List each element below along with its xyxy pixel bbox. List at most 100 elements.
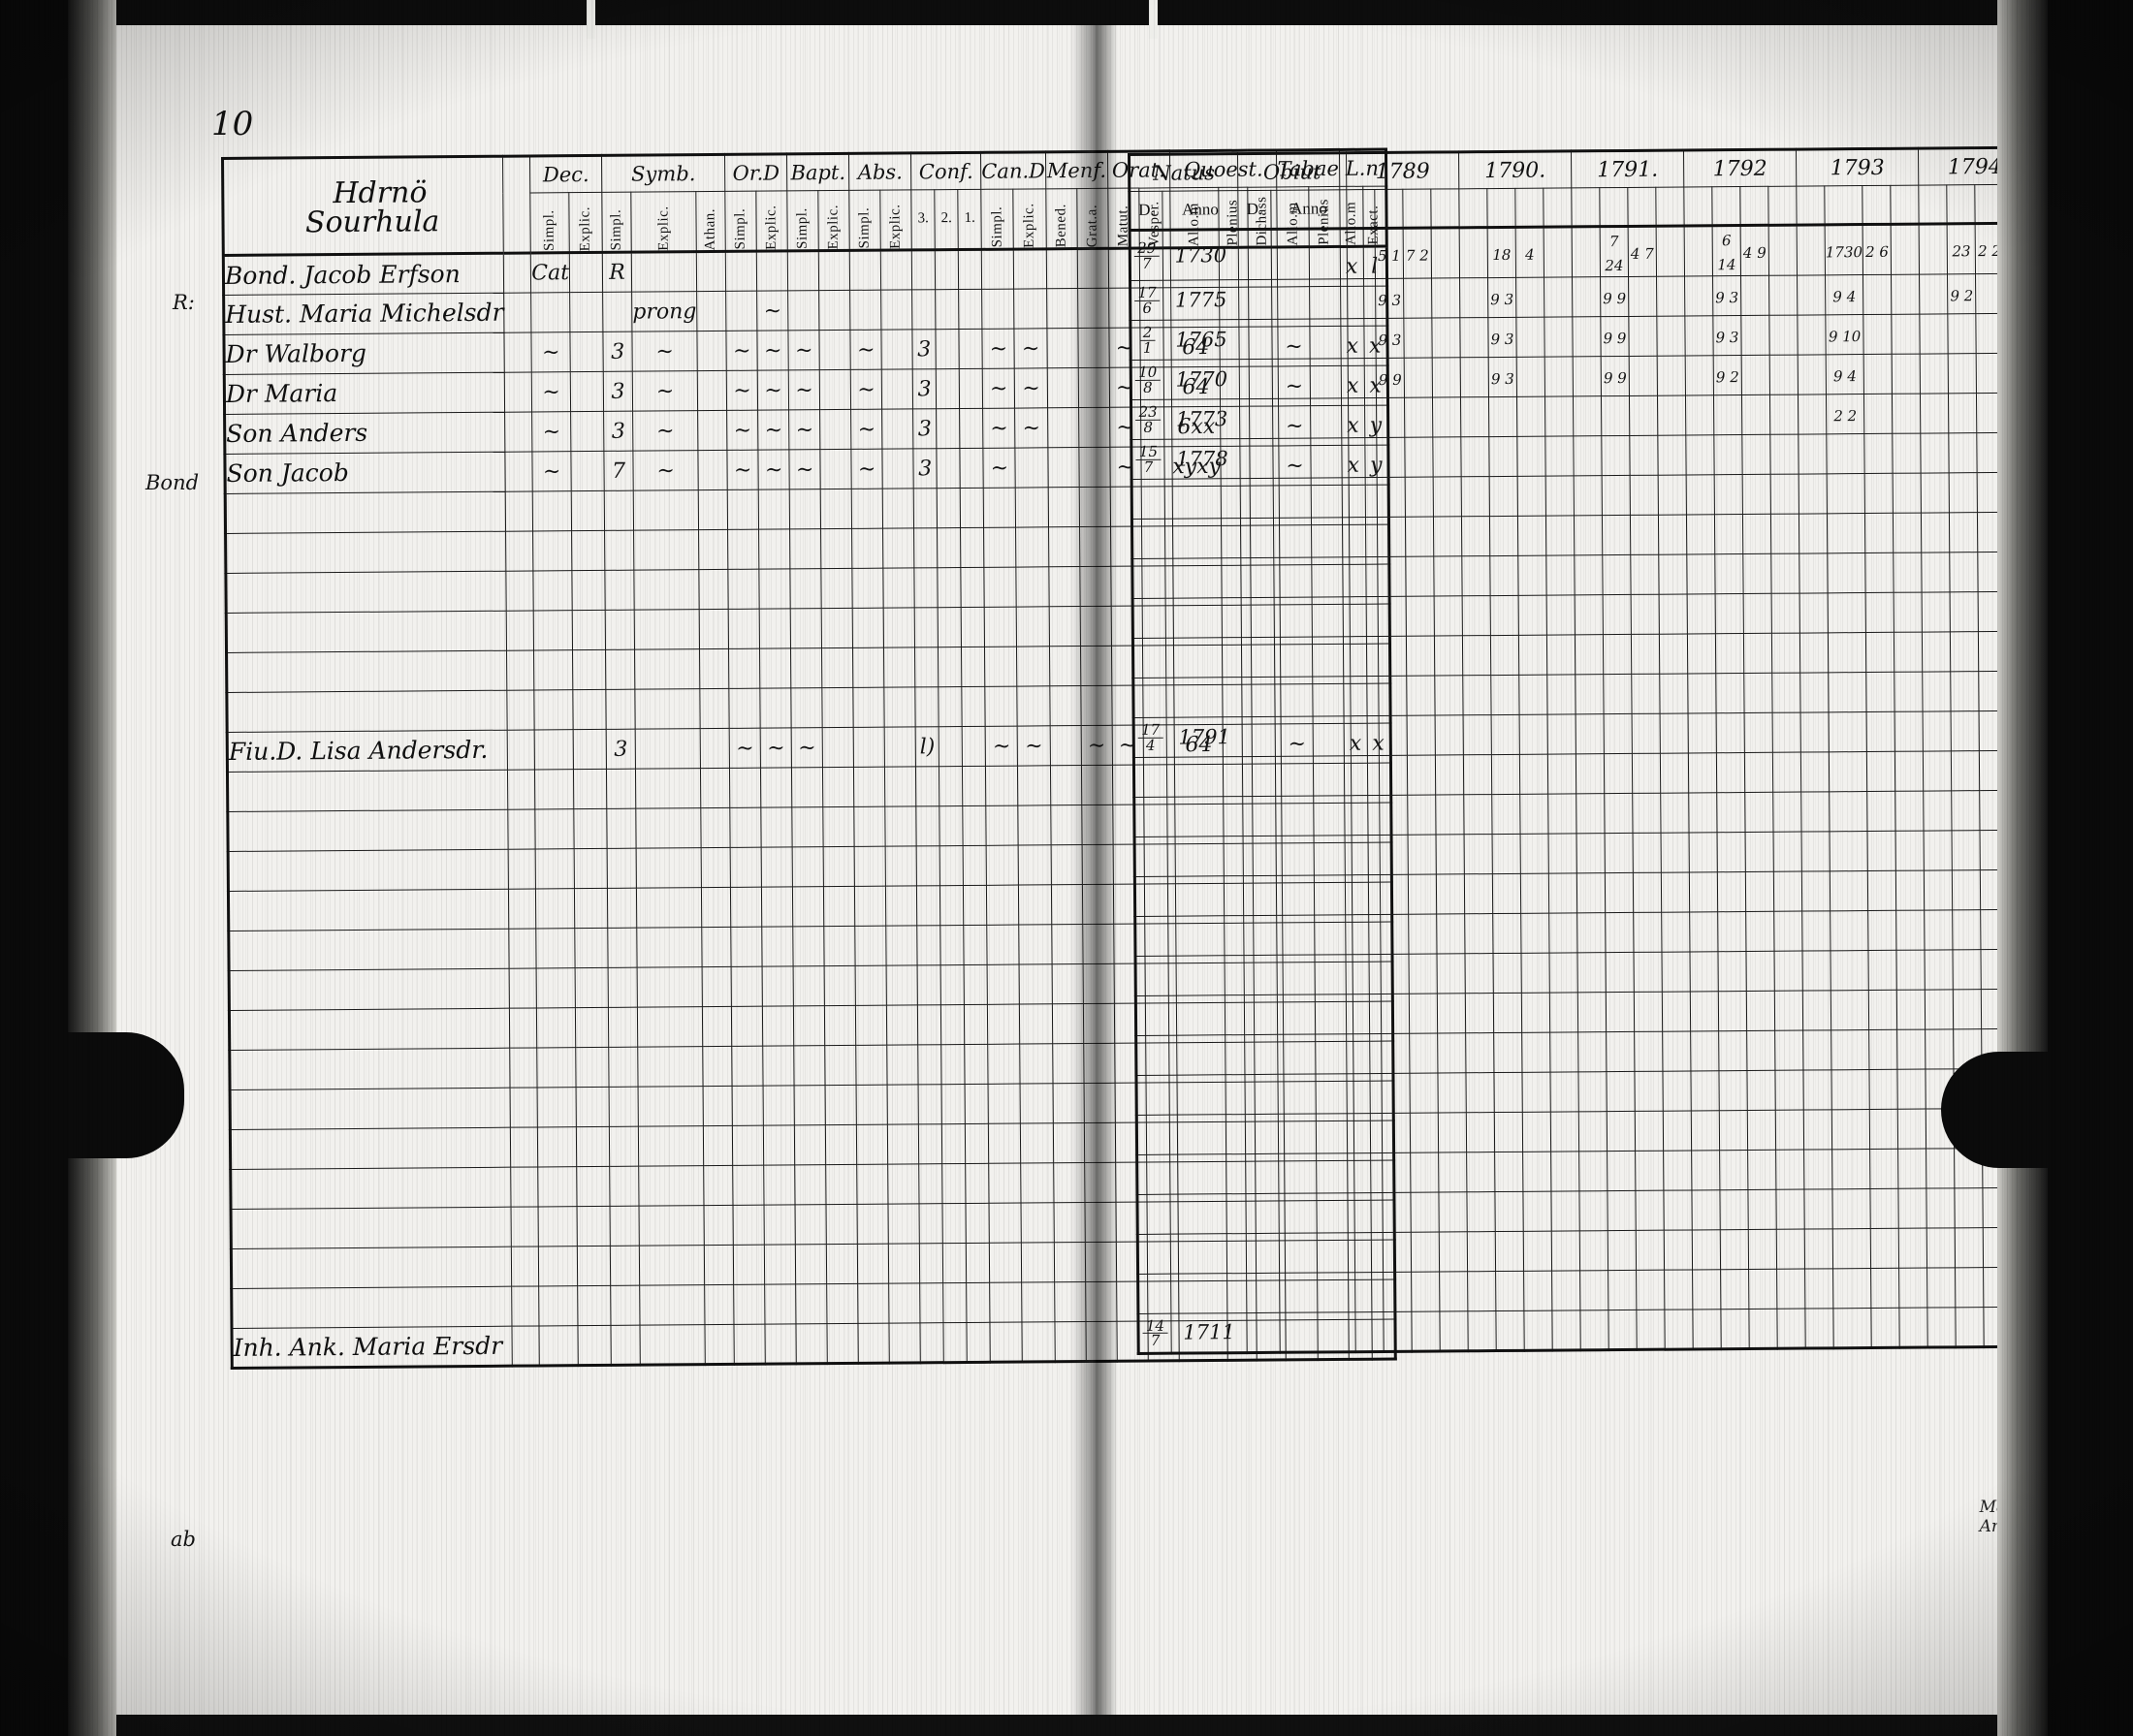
person-name-cell[interactable]: Hust. Maria Michelsdr: [223, 293, 505, 335]
cell-conf1: [964, 1004, 988, 1045]
cell-abs-explic: [887, 1163, 920, 1205]
cell-natus-day: [1135, 995, 1169, 1036]
person-name-cell[interactable]: [226, 611, 507, 653]
person-name-cell[interactable]: Dr Maria: [224, 372, 505, 415]
cell-dec-explic: [577, 1206, 611, 1247]
cell-natus-anno: 1711: [1170, 1312, 1248, 1354]
cell-y1792: [1746, 1070, 1776, 1111]
cell-y1790: [1549, 1031, 1578, 1073]
cell-y1792: [1743, 633, 1772, 674]
cell-y1792: [1690, 1070, 1720, 1111]
cell-dec-simpl: [532, 490, 572, 531]
person-name-cell[interactable]: [227, 809, 509, 852]
person-name-cell[interactable]: Inh. Ank. Maria Ersdr: [231, 1326, 513, 1369]
table-row[interactable]: 14 7 1711: [1137, 1306, 2133, 1354]
cell-y1789: [1431, 227, 1460, 279]
cell-abs-simpl: [856, 1085, 888, 1125]
person-name-cell[interactable]: [226, 690, 508, 733]
cell-y1789: [1351, 755, 1380, 796]
cell-y1794: [1949, 472, 1978, 513]
cell-dec-explic: [576, 1166, 611, 1207]
person-name-cell[interactable]: [231, 1247, 512, 1289]
film-notch-left: [68, 1032, 184, 1158]
person-name-cell[interactable]: [228, 889, 510, 931]
cell-y1791: [1630, 515, 1659, 555]
person-name-cell[interactable]: [227, 770, 509, 812]
person-name-cell[interactable]: Dr Walborg: [223, 332, 505, 375]
cell-y1791: [1605, 952, 1635, 993]
cell-y1791: [1578, 1151, 1608, 1191]
cell-cand-explic: [1018, 844, 1052, 886]
person-name-cell[interactable]: [228, 849, 509, 892]
cell-natus-day: [1134, 836, 1168, 877]
person-name-cell[interactable]: [230, 1127, 511, 1170]
cell-conf2: [943, 1322, 968, 1363]
cell-symb-athan: [697, 370, 727, 411]
person-name-cell[interactable]: Son Anders: [224, 412, 506, 455]
cell-y1789: [1411, 1272, 1440, 1312]
cell-symb-simpl: 3: [603, 371, 633, 412]
cell-y1794: [1919, 273, 1949, 315]
cell-natus-anno: [1165, 597, 1242, 639]
cell-y1789: [1405, 477, 1434, 518]
person-name-cell[interactable]: [225, 491, 506, 534]
cell-y1791: [1663, 1150, 1692, 1191]
person-name-cell[interactable]: Son Jacob: [224, 452, 506, 494]
person-name-cell[interactable]: [231, 1207, 512, 1249]
cell-y1790: [1551, 1310, 1581, 1351]
cell-y1790: [1547, 793, 1577, 835]
cell-ord-explic: [759, 608, 791, 649]
cell-conf2: [938, 567, 962, 608]
cell-symb-simpl: [605, 649, 635, 690]
cell-y1791: [1659, 633, 1688, 675]
cell-y1790: [1464, 953, 1494, 994]
cell-bapt-explic: [819, 330, 851, 370]
cell-obiut-day: [1240, 557, 1275, 598]
cell-y1792: [1742, 553, 1772, 594]
cell-obiut-anno: [1277, 994, 1353, 1035]
cell-dec-simpl: ~: [531, 371, 571, 412]
cell-cand-simpl: [983, 527, 1017, 568]
cell-dec-simpl: [539, 1325, 579, 1366]
cell-y1792: [1748, 1229, 1777, 1270]
cell-y1790: [1520, 913, 1549, 954]
person-name-cell[interactable]: Bond. Jacob Erfson: [223, 253, 504, 296]
cell-bapt-simpl: [790, 647, 822, 688]
header-year-1791: 1791.: [1571, 149, 1684, 188]
person-name-cell[interactable]: [231, 1286, 513, 1329]
person-name-cell[interactable]: [229, 1008, 510, 1051]
cell-y1791: [1659, 673, 1689, 714]
person-name-cell[interactable]: [226, 650, 508, 693]
cell-obiut-anno: [1279, 1272, 1355, 1313]
cell-y1789: 9 3: [1375, 278, 1404, 319]
cell-obiut-anno: [1275, 755, 1352, 797]
cell-y1789: [1433, 516, 1462, 557]
cell-y1793: [1803, 1188, 1833, 1230]
cell-y1792: [1690, 991, 1719, 1031]
cell-abs-explic: [881, 368, 913, 410]
cell-cand-simpl: [983, 488, 1016, 528]
cell-symb-athan: [699, 609, 729, 649]
cell-y1790: [1461, 476, 1490, 517]
cell-cand-explic: [1017, 685, 1050, 727]
cell-y1793: [1894, 751, 1924, 792]
cell-y1793: [1895, 831, 1925, 871]
person-name-cell[interactable]: Fiu.D. Lisa Andersdr.: [227, 730, 508, 773]
cell-y1790: [1548, 872, 1577, 914]
cell-y1791: 9 9: [1601, 356, 1630, 396]
cell-abs-simpl: [857, 1204, 889, 1245]
person-name-cell[interactable]: [228, 929, 510, 971]
cell-y1793: [1868, 990, 1897, 1030]
row-spacer-cell: [512, 1325, 540, 1367]
subheader-cell: [1514, 188, 1544, 228]
person-name-cell[interactable]: [229, 968, 510, 1011]
person-name-cell[interactable]: [229, 1048, 511, 1090]
person-name-cell[interactable]: [230, 1167, 512, 1210]
person-name-cell[interactable]: [225, 531, 507, 574]
cell-conf1: [958, 249, 982, 290]
person-name-cell[interactable]: [225, 571, 507, 614]
cell-dec-simpl: [533, 649, 573, 690]
person-name-cell[interactable]: [230, 1088, 511, 1130]
subheader-cell: [1946, 184, 1976, 224]
